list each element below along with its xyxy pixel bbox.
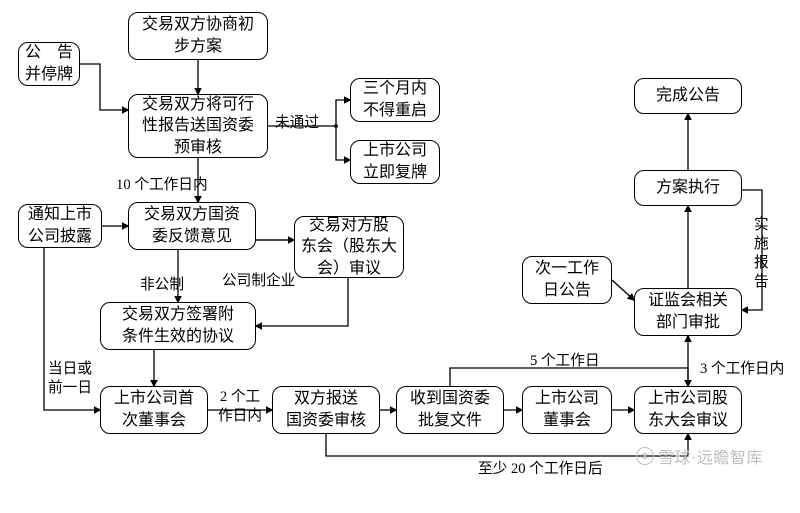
label-same-day: 当日或 前一日: [48, 360, 92, 398]
node-feedback: 交易双方国资 委反馈意见: [128, 202, 256, 250]
node-preaudit: 交易双方将可行 性报告送国资委 预审核: [128, 94, 268, 158]
node-three-month: 三个月内 不得重启: [350, 78, 440, 122]
label-10-workdays: 10 个工作日内: [116, 176, 208, 195]
label-5-workdays: 5 个工作日: [530, 352, 600, 371]
label-non-corporate: 非公制: [140, 276, 184, 295]
label-corporate: 公司制企业: [222, 272, 295, 291]
node-shareholder-meeting: 上市公司股 东大会审议: [634, 386, 742, 434]
node-complete-announce: 完成公告: [634, 78, 742, 114]
watermark: ❄ 雪球·远瞻智库: [636, 444, 763, 468]
node-execute: 方案执行: [634, 170, 742, 206]
node-notify-disclose: 通知上市 公司披露: [18, 204, 102, 248]
node-receive-approval: 收到国资委 批复文件: [396, 386, 504, 434]
label-not-passed: 未通过: [275, 114, 319, 133]
node-submit-sasac: 双方报送 国资委审核: [272, 386, 380, 434]
label-2-workdays: 2 个工 作日内: [218, 388, 262, 426]
node-announce-suspend: 公 告 并停牌: [18, 42, 80, 86]
node-first-board: 上市公司首 次董事会: [100, 386, 208, 434]
node-resume: 上市公司 立即复牌: [350, 140, 440, 184]
snowflake-icon: ❄: [636, 447, 654, 465]
label-impl-report: 实 施 报 告: [754, 216, 769, 292]
node-second-board: 上市公司 董事会: [522, 386, 612, 434]
label-20-workdays: 至少 20 个工作日后: [478, 460, 603, 479]
node-csrc-approval: 证监会相关 部门审批: [634, 288, 742, 336]
node-start: 交易双方协商初 步方案: [128, 12, 268, 60]
node-sign-agreement: 交易双方签署附 条件生效的协议: [100, 302, 256, 350]
label-3-workdays: 3 个工作日内: [700, 360, 784, 379]
watermark-text: 雪球·远瞻智库: [658, 444, 763, 468]
node-counterparty-meeting: 交易对方股 东会（股东大 会）审议: [294, 216, 404, 278]
node-nextday-announce: 次一工作 日公告: [522, 256, 612, 304]
